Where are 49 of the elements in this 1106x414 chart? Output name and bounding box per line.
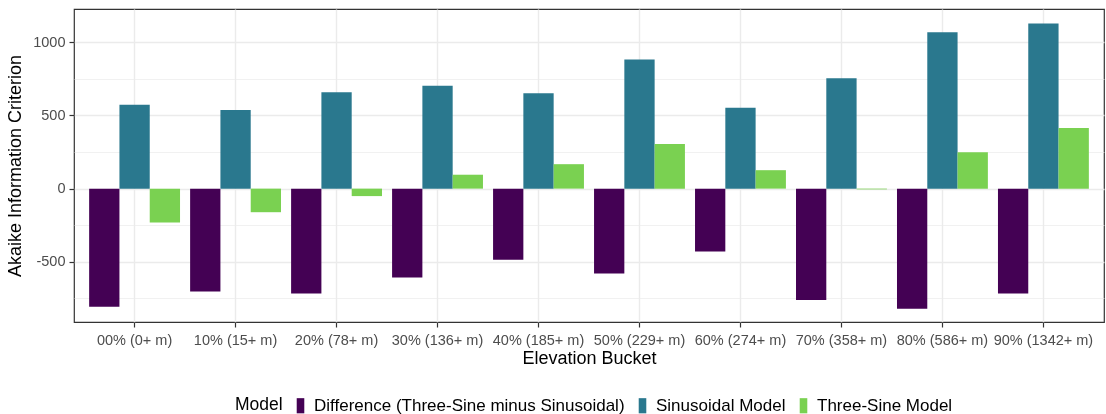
bar: [1058, 128, 1089, 189]
legend-label: Sinusoidal Model: [656, 395, 786, 414]
y-tick-label: 1000: [33, 33, 66, 50]
x-tick-label: 00% (0+ m): [96, 331, 173, 348]
y-tick-label: 500: [41, 106, 66, 123]
bar: [927, 32, 958, 189]
bar: [452, 174, 483, 189]
x-tick-label: 40% (185+ m): [492, 331, 585, 348]
x-tick-label: 50% (229+ m): [593, 331, 686, 348]
x-tick-label: 20% (78+ m): [294, 331, 379, 348]
bar: [119, 104, 150, 189]
bar: [351, 188, 382, 197]
bar: [250, 188, 282, 213]
bar: [220, 110, 251, 189]
bar: [997, 188, 1029, 294]
bar: [1028, 23, 1059, 189]
bar: [89, 188, 120, 307]
bar: [392, 188, 423, 278]
x-tick-label: 90% (1342+ m): [993, 331, 1094, 348]
bar: [624, 59, 655, 189]
bar: [957, 152, 988, 189]
bar: [523, 93, 554, 189]
x-tick-label: 80% (586+ m): [896, 331, 989, 348]
x-tick-label: 70% (358+ m): [795, 331, 888, 348]
y-tick-label: 0: [57, 180, 66, 197]
x-tick-label: 10% (15+ m): [193, 331, 278, 348]
x-tick-label: 30% (136+ m): [391, 331, 484, 348]
legend-title: Model: [235, 394, 283, 414]
bar: [553, 164, 584, 189]
bar: [190, 188, 221, 292]
bar: [422, 85, 453, 189]
bar: [896, 188, 928, 309]
bar: [796, 188, 827, 301]
legend-label: Difference (Three-Sine minus Sinusoidal): [314, 395, 625, 414]
bar: [493, 188, 524, 260]
bar: [755, 170, 786, 189]
bar: [149, 188, 181, 223]
y-axis-title: Akaike Information Criterion: [5, 54, 26, 278]
x-tick-label: 60% (274+ m): [694, 331, 787, 348]
y-tick-label: -500: [36, 253, 66, 270]
bar: [594, 188, 625, 274]
bar: [291, 188, 322, 294]
bar: [695, 188, 726, 252]
legend-label: Three-Sine Model: [817, 395, 953, 414]
bar: [826, 78, 857, 189]
x-axis-title: Elevation Bucket: [522, 348, 657, 368]
bar: [725, 107, 756, 189]
bar: [654, 143, 685, 189]
bar: [321, 92, 352, 189]
